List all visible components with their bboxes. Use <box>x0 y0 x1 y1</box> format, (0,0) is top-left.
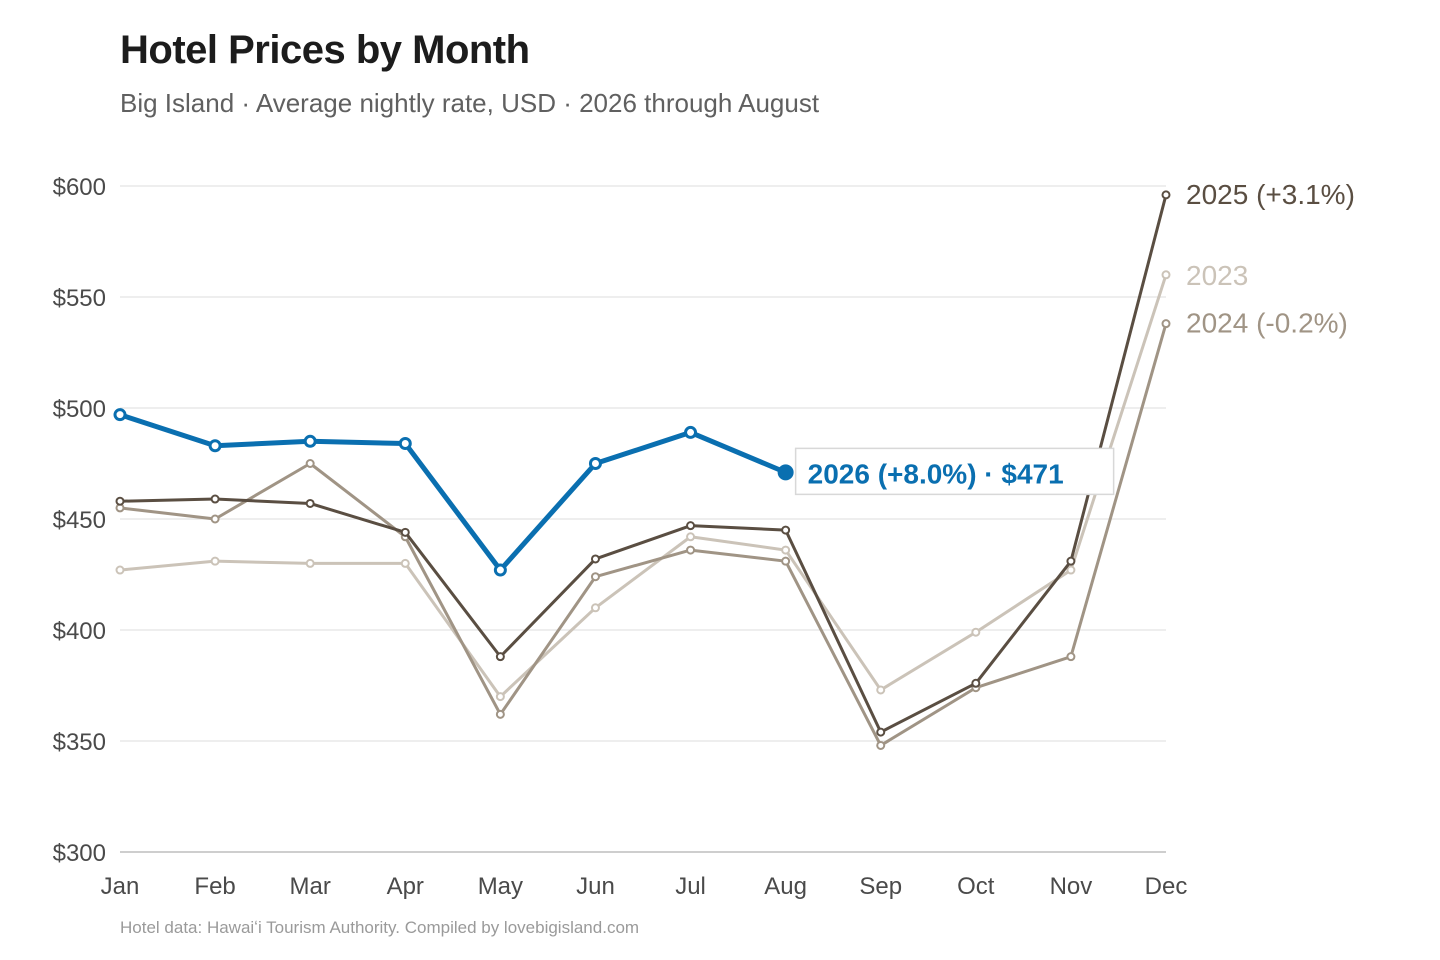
data-point-2023 <box>305 558 315 568</box>
x-tick-label: Jan <box>101 873 140 900</box>
data-point-2026 <box>303 434 317 448</box>
data-point-2025 <box>495 652 505 662</box>
y-tick-label: $350 <box>53 729 106 756</box>
data-point-2025 <box>686 521 696 531</box>
series-line-2025 <box>118 193 1168 734</box>
chart-title: Hotel Prices by Month <box>120 28 530 72</box>
series-label-2024: 2024 (-0.2%) <box>1186 308 1348 339</box>
series-line-2026 <box>117 412 789 573</box>
data-point-2025 <box>1066 556 1076 566</box>
data-point-2023 <box>210 556 220 566</box>
data-point-2025 <box>590 554 600 564</box>
series-label-2025: 2025 (+3.1%) <box>1186 179 1355 210</box>
data-point-2025 <box>305 498 315 508</box>
data-point-2024 <box>590 572 600 582</box>
series-label-2023: 2023 <box>1186 260 1248 291</box>
chart-subtitle: Big Island · Average nightly rate, USD ·… <box>120 88 820 118</box>
data-point-2025 <box>781 525 791 535</box>
x-tick-label: Mar <box>290 873 331 900</box>
x-tick-label: Dec <box>1145 873 1188 900</box>
data-point-2024 <box>876 740 886 750</box>
data-point-2024 <box>210 514 220 524</box>
x-tick-label: Apr <box>387 873 424 900</box>
data-point-2023 <box>590 603 600 613</box>
data-point-2023 <box>686 532 696 542</box>
data-point-2024 <box>1161 319 1171 329</box>
data-point-2026 <box>684 425 698 439</box>
x-tick-label: Oct <box>957 873 995 900</box>
data-point-2023 <box>495 692 505 702</box>
data-point-2026 <box>493 563 507 577</box>
y-tick-label: $450 <box>53 507 106 534</box>
y-tick-label: $300 <box>53 840 106 867</box>
y-tick-label: $600 <box>53 174 106 201</box>
x-tick-label: Sep <box>859 873 902 900</box>
series-line-2024 <box>118 322 1168 747</box>
data-point-2024 <box>686 545 696 555</box>
y-tick-label: $500 <box>53 396 106 423</box>
data-point-2023 <box>781 545 791 555</box>
data-point-2025 <box>400 527 410 537</box>
data-point-2025 <box>115 496 125 506</box>
series-label-2026: 2026 (+8.0%) · $471 <box>808 458 1064 489</box>
x-tick-label: Jun <box>576 873 615 900</box>
data-point-2026 <box>588 457 602 470</box>
data-point-2023 <box>1161 270 1171 280</box>
data-point-2025 <box>876 727 886 737</box>
source-note: Hotel data: Hawaiʻi Tourism Authority. C… <box>120 918 640 937</box>
data-point-2025 <box>1161 190 1171 200</box>
data-point-2023 <box>1066 565 1076 575</box>
y-tick-label: $400 <box>53 618 106 645</box>
y-tick-label: $550 <box>53 285 106 312</box>
data-point-2025 <box>210 494 220 504</box>
data-point-2025 <box>971 678 981 688</box>
data-point-2026 <box>113 408 127 422</box>
x-tick-label: Jul <box>675 873 706 900</box>
data-point-2026 <box>398 437 412 451</box>
x-tick-label: May <box>478 873 523 900</box>
data-point-2026 <box>208 439 222 453</box>
data-point-2024 <box>781 556 791 566</box>
data-point-2026 <box>777 464 794 481</box>
data-point-2024 <box>305 459 315 468</box>
data-point-2023 <box>400 558 410 568</box>
x-tick-label: Nov <box>1050 873 1093 900</box>
x-tick-label: Aug <box>764 873 807 900</box>
data-point-2023 <box>876 685 886 695</box>
data-point-2023 <box>115 565 125 575</box>
x-tick-label: Feb <box>194 873 235 900</box>
data-point-2024 <box>495 709 505 719</box>
data-point-2024 <box>1066 652 1076 662</box>
callout-box <box>794 447 1115 496</box>
data-point-2023 <box>971 627 981 637</box>
series-line-2023 <box>118 273 1168 699</box>
